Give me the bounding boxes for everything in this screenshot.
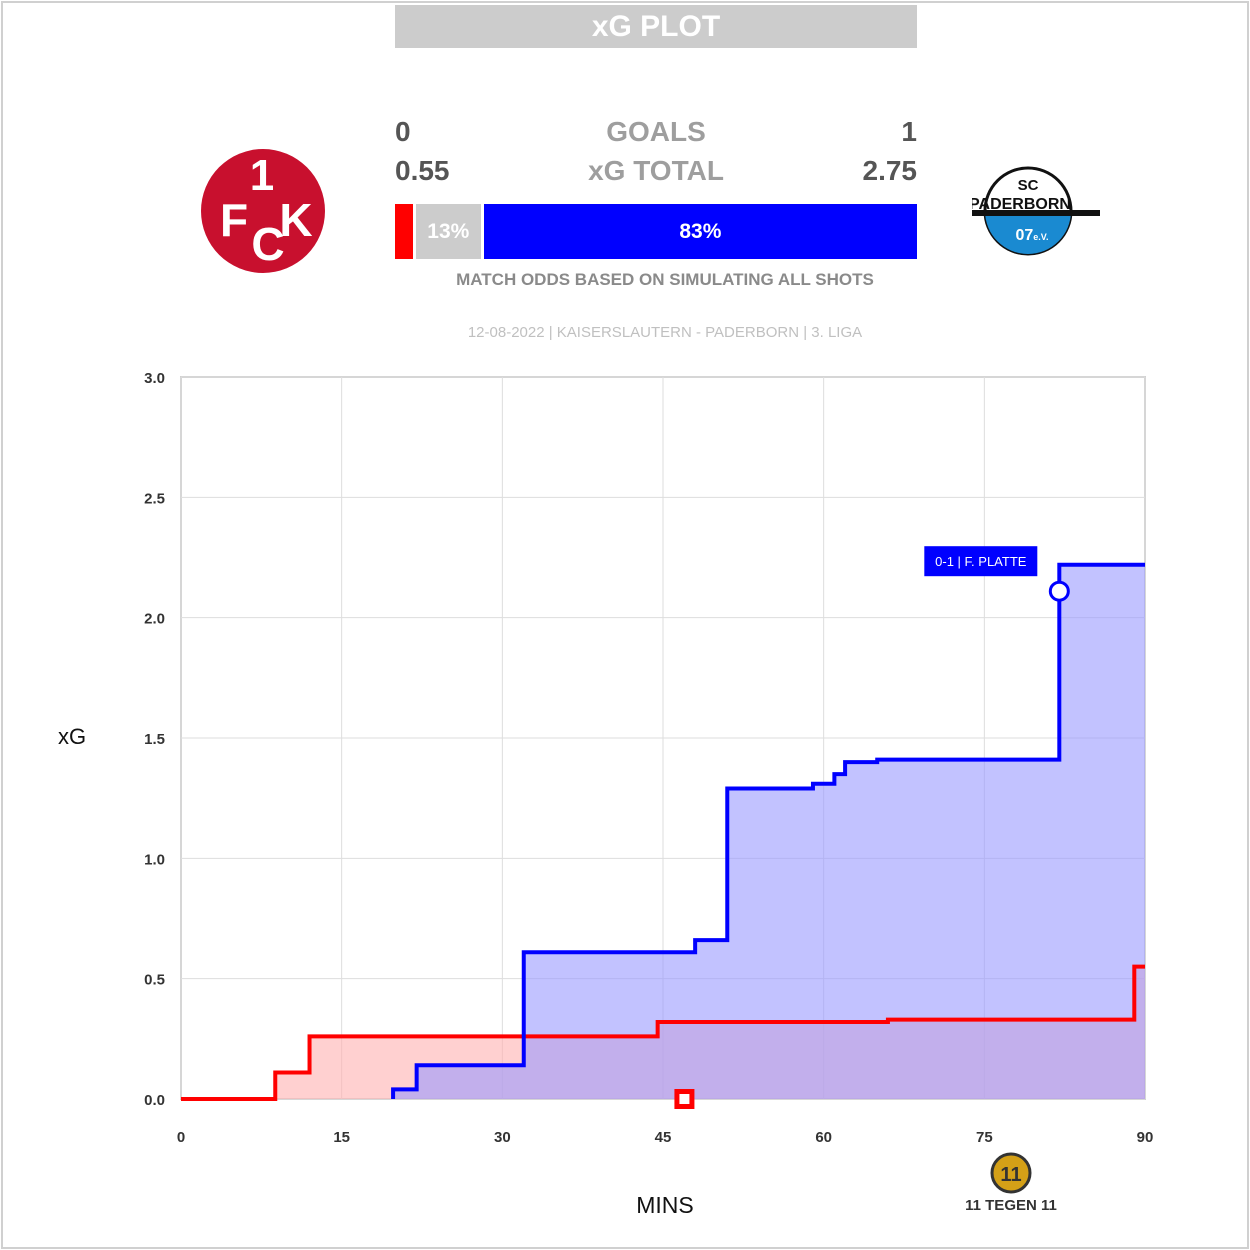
match-odds-bar: 13% 83% xyxy=(395,204,917,259)
x-tick-label: 45 xyxy=(655,1129,672,1146)
goal-annotation-label: 0-1 | F. PLATTE xyxy=(935,554,1027,569)
home-logo-disc xyxy=(201,149,325,273)
away-logo-sc: SC xyxy=(1018,177,1039,194)
x-tick-label: 15 xyxy=(333,1129,350,1146)
goal-marker xyxy=(1048,580,1070,602)
watermark-logo-circle xyxy=(990,1152,1032,1194)
match-info: 12-08-2022 | KAISERSLAUTERN - PADERBORN … xyxy=(467,324,863,341)
away-team-logo: SC PADERBORN 07e.V. xyxy=(972,166,1100,256)
away-logo-stripe xyxy=(972,210,1100,216)
watermark-logo: 11 11 TEGEN 11 xyxy=(965,1152,1057,1214)
odds-note: MATCH ODDS BASED ON SIMULATING ALL SHOTS xyxy=(456,270,874,289)
x-tick-label: 0 xyxy=(177,1129,185,1146)
x-tick-label: 90 xyxy=(1137,1129,1154,1146)
y-tick-label: 2.0 xyxy=(144,611,165,628)
away-xg-line xyxy=(391,562,1145,1099)
y-tick-label: 1.0 xyxy=(144,851,165,868)
xg-total-label: xG TOTAL xyxy=(588,155,724,186)
x-tick-label: 75 xyxy=(976,1129,993,1146)
odds-draw-segment: 13% xyxy=(415,204,481,259)
y-axis-label: xG xyxy=(58,724,87,749)
x-tick-label: 30 xyxy=(494,1129,511,1146)
y-tick-label: 0.0 xyxy=(144,1092,165,1109)
home-logo-one: 1 xyxy=(250,151,274,200)
goal-annotation-box xyxy=(924,546,1038,577)
y-tick-label: 1.5 xyxy=(144,731,165,748)
home-goals: 0 xyxy=(395,116,411,147)
home-logo-k: K xyxy=(279,194,312,246)
x-tick-label: 60 xyxy=(815,1129,832,1146)
home-logo-f: F xyxy=(220,194,248,246)
away-xg-total: 2.75 xyxy=(862,155,918,186)
x-axis-label: MINS xyxy=(636,1192,694,1218)
away-xg-area xyxy=(393,564,1146,1099)
watermark-logo-glyph: 11 xyxy=(1000,1164,1021,1186)
y-tick-label: 2.5 xyxy=(144,490,165,507)
odds-away-segment: 83% xyxy=(483,204,917,259)
y-tick-label: 3.0 xyxy=(144,370,165,387)
home-xg-line xyxy=(181,964,1145,1101)
away-logo-07: 07e.V. xyxy=(1016,227,1049,244)
home-xg-total: 0.55 xyxy=(395,155,450,186)
home-team-logo: 1 F C K xyxy=(201,149,325,273)
home-logo-c: C xyxy=(251,218,284,270)
away-logo-paderborn: PADERBORN xyxy=(972,196,1071,213)
goals-label: GOALS xyxy=(606,116,706,147)
plot-title: xG PLOT xyxy=(395,5,917,48)
watermark-text: 11 TEGEN 11 xyxy=(965,1197,1057,1214)
away-logo-blue-half xyxy=(985,211,1071,254)
odds-home-segment xyxy=(395,204,413,259)
away-goals: 1 xyxy=(901,116,917,147)
marker-square-inner xyxy=(679,1094,690,1104)
y-tick-label: 0.5 xyxy=(144,972,165,989)
